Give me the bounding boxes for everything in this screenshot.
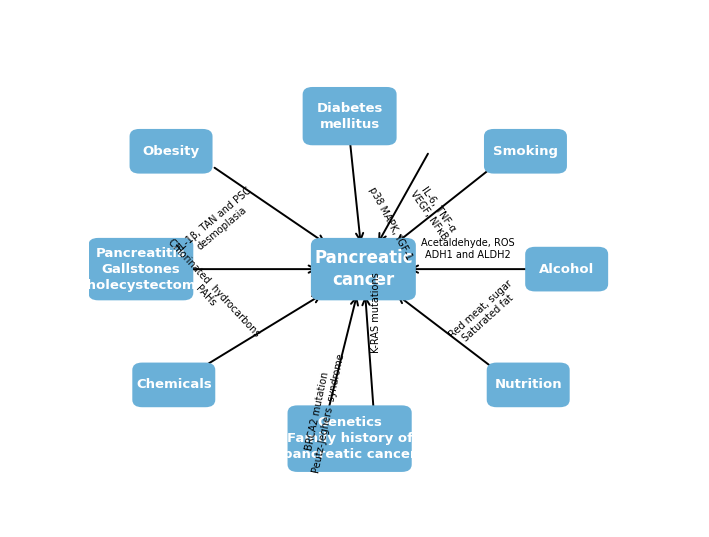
FancyBboxPatch shape	[288, 405, 412, 472]
FancyBboxPatch shape	[89, 238, 194, 300]
Text: Pancreatitis
Gallstones
Cholecystectomy: Pancreatitis Gallstones Cholecystectomy	[77, 246, 204, 292]
Text: Diabetes
mellitus: Diabetes mellitus	[316, 101, 383, 130]
FancyBboxPatch shape	[525, 247, 608, 292]
Text: p38 MAPK, IGF-1: p38 MAPK, IGF-1	[367, 185, 414, 261]
Text: IL-1β, TAN and PSC
desmoplasia: IL-1β, TAN and PSC desmoplasia	[175, 186, 260, 262]
Text: Genetics
Family history of
pancreatic cancer: Genetics Family history of pancreatic ca…	[283, 416, 416, 461]
FancyBboxPatch shape	[133, 362, 216, 407]
FancyBboxPatch shape	[130, 129, 213, 173]
FancyBboxPatch shape	[311, 238, 416, 300]
Text: Chemicals: Chemicals	[136, 379, 212, 391]
Text: Pancreatic
cancer: Pancreatic cancer	[314, 249, 413, 289]
Text: Obesity: Obesity	[143, 145, 200, 158]
FancyBboxPatch shape	[484, 129, 567, 173]
Text: Smoking: Smoking	[493, 145, 558, 158]
FancyBboxPatch shape	[303, 87, 396, 146]
Text: Nutrition: Nutrition	[494, 379, 562, 391]
Text: IL-6, TNF-α
VEGF, NFκB: IL-6, TNF-α VEGF, NFκB	[408, 183, 459, 242]
Text: Alcohol: Alcohol	[539, 263, 594, 275]
Text: Red meat, sugar
Saturated fat: Red meat, sugar Saturated fat	[447, 279, 521, 349]
Text: Acetaldehyde, ROS
ADH1 and ALDH2: Acetaldehyde, ROS ADH1 and ALDH2	[421, 238, 515, 260]
Text: BRCA2 mutation
Peutz-Jeghers  syndrome: BRCA2 mutation Peutz-Jeghers syndrome	[300, 351, 347, 474]
Text: K-RAS mutations: K-RAS mutations	[371, 272, 381, 353]
FancyBboxPatch shape	[486, 362, 570, 407]
Text: Chlorinated  hydrocarbons
PAHs: Chlorinated hydrocarbons PAHs	[157, 237, 262, 346]
